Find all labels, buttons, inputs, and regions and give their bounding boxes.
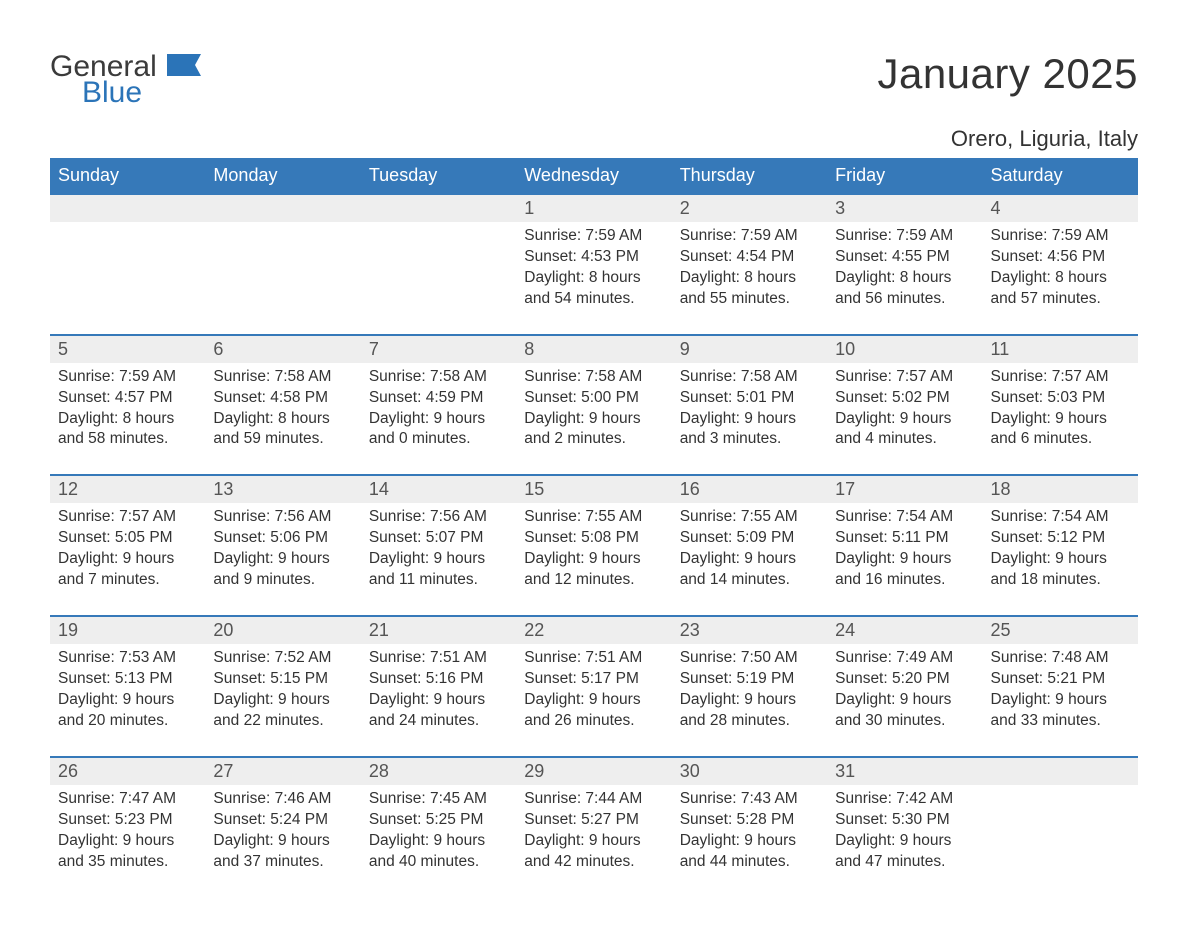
day-number: 9: [672, 335, 827, 363]
day-cell: Sunrise: 7:52 AMSunset: 5:15 PMDaylight:…: [205, 644, 360, 757]
day-number: 19: [50, 616, 205, 644]
day-content-row: Sunrise: 7:57 AMSunset: 5:05 PMDaylight:…: [50, 503, 1138, 616]
day-cell: Sunrise: 7:57 AMSunset: 5:03 PMDaylight:…: [983, 363, 1138, 476]
day-number: 24: [827, 616, 982, 644]
day-cell: Sunrise: 7:59 AMSunset: 4:53 PMDaylight:…: [516, 222, 671, 335]
day-number-row: 262728293031: [50, 757, 1138, 785]
day-cell: Sunrise: 7:57 AMSunset: 5:02 PMDaylight:…: [827, 363, 982, 476]
day-cell: Sunrise: 7:43 AMSunset: 5:28 PMDaylight:…: [672, 785, 827, 897]
day-cell: Sunrise: 7:45 AMSunset: 5:25 PMDaylight:…: [361, 785, 516, 897]
day-number: 27: [205, 757, 360, 785]
day-cell: Sunrise: 7:57 AMSunset: 5:05 PMDaylight:…: [50, 503, 205, 616]
day-number: 1: [516, 194, 671, 222]
day-content-row: Sunrise: 7:59 AMSunset: 4:53 PMDaylight:…: [50, 222, 1138, 335]
day-cell: Sunrise: 7:51 AMSunset: 5:17 PMDaylight:…: [516, 644, 671, 757]
day-cell: Sunrise: 7:53 AMSunset: 5:13 PMDaylight:…: [50, 644, 205, 757]
day-number: 22: [516, 616, 671, 644]
day-cell: Sunrise: 7:47 AMSunset: 5:23 PMDaylight:…: [50, 785, 205, 897]
day-cell: Sunrise: 7:58 AMSunset: 4:59 PMDaylight:…: [361, 363, 516, 476]
day-number: 20: [205, 616, 360, 644]
day-number: 12: [50, 475, 205, 503]
day-number: 15: [516, 475, 671, 503]
day-cell: Sunrise: 7:51 AMSunset: 5:16 PMDaylight:…: [361, 644, 516, 757]
day-cell: Sunrise: 7:44 AMSunset: 5:27 PMDaylight:…: [516, 785, 671, 897]
day-number: 8: [516, 335, 671, 363]
day-cell: Sunrise: 7:58 AMSunset: 5:01 PMDaylight:…: [672, 363, 827, 476]
day-cell: Sunrise: 7:55 AMSunset: 5:09 PMDaylight:…: [672, 503, 827, 616]
weekday-header: Saturday: [983, 158, 1138, 194]
empty-cell: [205, 194, 360, 222]
day-number: 23: [672, 616, 827, 644]
weekday-header: Thursday: [672, 158, 827, 194]
day-content-row: Sunrise: 7:53 AMSunset: 5:13 PMDaylight:…: [50, 644, 1138, 757]
weekday-header: Monday: [205, 158, 360, 194]
empty-cell: [205, 222, 360, 335]
day-cell: Sunrise: 7:54 AMSunset: 5:11 PMDaylight:…: [827, 503, 982, 616]
day-cell: Sunrise: 7:54 AMSunset: 5:12 PMDaylight:…: [983, 503, 1138, 616]
day-number: 21: [361, 616, 516, 644]
day-cell: Sunrise: 7:46 AMSunset: 5:24 PMDaylight:…: [205, 785, 360, 897]
day-number: 11: [983, 335, 1138, 363]
weekday-header: Tuesday: [361, 158, 516, 194]
day-content-row: Sunrise: 7:47 AMSunset: 5:23 PMDaylight:…: [50, 785, 1138, 897]
day-number: 31: [827, 757, 982, 785]
page-title: January 2025: [877, 50, 1138, 98]
day-number: 18: [983, 475, 1138, 503]
day-number: 16: [672, 475, 827, 503]
empty-cell: [983, 785, 1138, 897]
day-number: 4: [983, 194, 1138, 222]
weekday-header: Sunday: [50, 158, 205, 194]
day-number: 5: [50, 335, 205, 363]
day-number: 26: [50, 757, 205, 785]
day-number: 25: [983, 616, 1138, 644]
day-number: 3: [827, 194, 982, 222]
day-cell: Sunrise: 7:59 AMSunset: 4:56 PMDaylight:…: [983, 222, 1138, 335]
location-subtitle: Orero, Liguria, Italy: [50, 126, 1138, 152]
calendar-table: SundayMondayTuesdayWednesdayThursdayFrid…: [50, 158, 1138, 896]
logo: General Blue: [50, 50, 201, 108]
day-cell: Sunrise: 7:59 AMSunset: 4:57 PMDaylight:…: [50, 363, 205, 476]
day-number: 30: [672, 757, 827, 785]
day-cell: Sunrise: 7:59 AMSunset: 4:55 PMDaylight:…: [827, 222, 982, 335]
empty-cell: [50, 222, 205, 335]
empty-cell: [50, 194, 205, 222]
day-number: 28: [361, 757, 516, 785]
day-cell: Sunrise: 7:58 AMSunset: 5:00 PMDaylight:…: [516, 363, 671, 476]
day-number: 13: [205, 475, 360, 503]
day-number: 2: [672, 194, 827, 222]
day-number-row: 12131415161718: [50, 475, 1138, 503]
day-number-row: 567891011: [50, 335, 1138, 363]
day-number-row: 19202122232425: [50, 616, 1138, 644]
day-cell: Sunrise: 7:56 AMSunset: 5:07 PMDaylight:…: [361, 503, 516, 616]
day-cell: Sunrise: 7:59 AMSunset: 4:54 PMDaylight:…: [672, 222, 827, 335]
day-content-row: Sunrise: 7:59 AMSunset: 4:57 PMDaylight:…: [50, 363, 1138, 476]
logo-flag-icon: [167, 54, 201, 76]
day-cell: Sunrise: 7:42 AMSunset: 5:30 PMDaylight:…: [827, 785, 982, 897]
empty-cell: [361, 222, 516, 335]
weekday-header: Friday: [827, 158, 982, 194]
day-number-row: 1234: [50, 194, 1138, 222]
day-cell: Sunrise: 7:48 AMSunset: 5:21 PMDaylight:…: [983, 644, 1138, 757]
weekday-header-row: SundayMondayTuesdayWednesdayThursdayFrid…: [50, 158, 1138, 194]
day-cell: Sunrise: 7:50 AMSunset: 5:19 PMDaylight:…: [672, 644, 827, 757]
day-number: 29: [516, 757, 671, 785]
day-number: 14: [361, 475, 516, 503]
day-cell: Sunrise: 7:55 AMSunset: 5:08 PMDaylight:…: [516, 503, 671, 616]
day-cell: Sunrise: 7:56 AMSunset: 5:06 PMDaylight:…: [205, 503, 360, 616]
day-cell: Sunrise: 7:49 AMSunset: 5:20 PMDaylight:…: [827, 644, 982, 757]
empty-cell: [361, 194, 516, 222]
day-cell: Sunrise: 7:58 AMSunset: 4:58 PMDaylight:…: [205, 363, 360, 476]
day-number: 7: [361, 335, 516, 363]
empty-cell: [983, 757, 1138, 785]
day-number: 10: [827, 335, 982, 363]
day-number: 17: [827, 475, 982, 503]
logo-blue: Blue: [82, 78, 201, 108]
day-number: 6: [205, 335, 360, 363]
weekday-header: Wednesday: [516, 158, 671, 194]
